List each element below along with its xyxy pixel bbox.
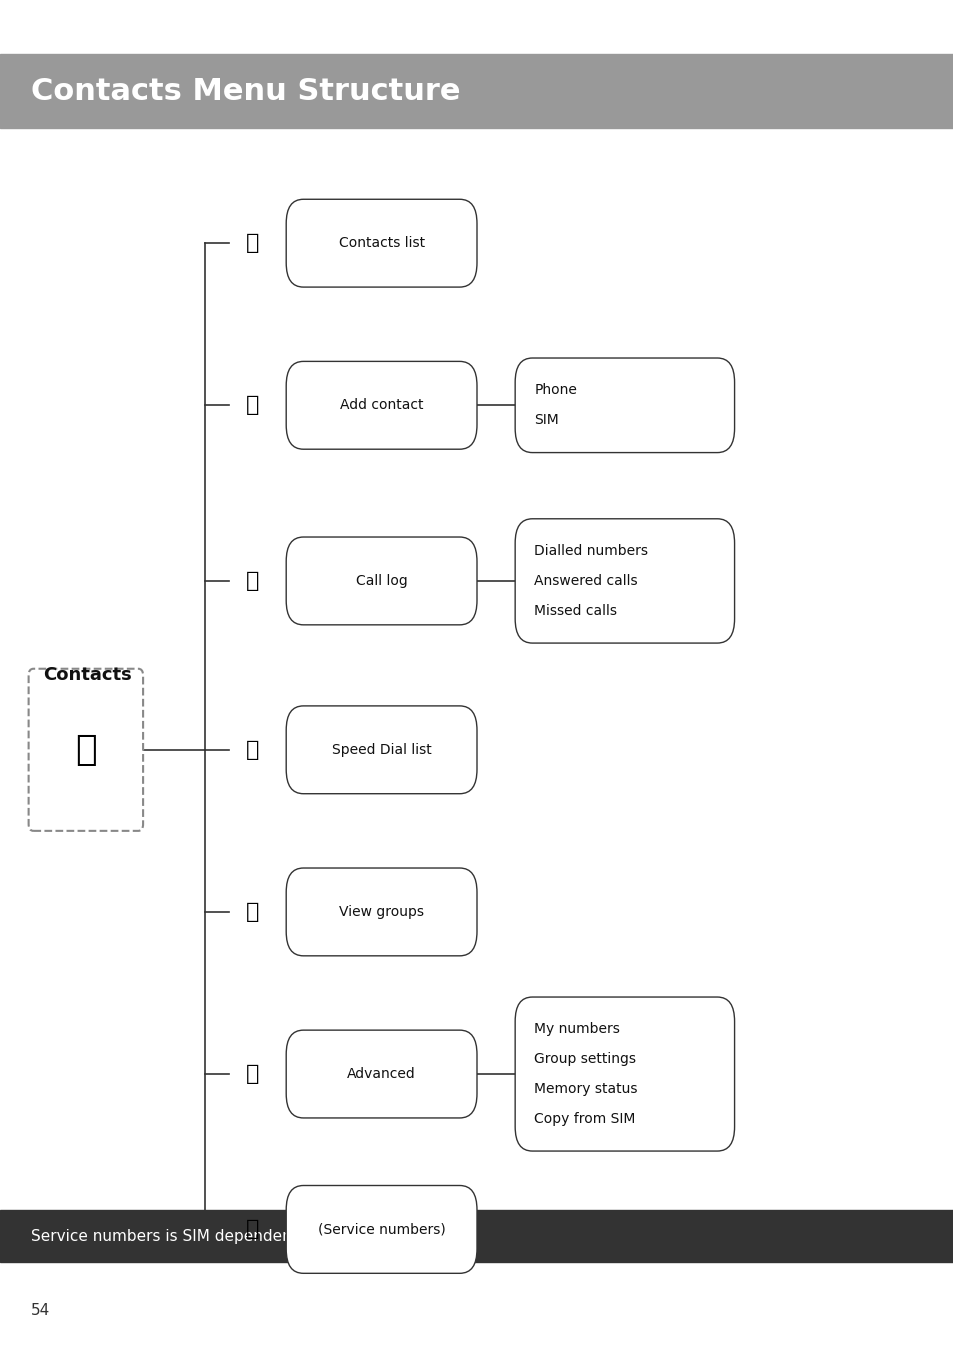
Bar [0, 54, 953, 128]
Text: Service numbers is SIM dependent (□).: Service numbers is SIM dependent (□). [30, 1228, 333, 1244]
Text: Advanced: Advanced [347, 1067, 416, 1081]
Text: Memory status: Memory status [534, 1082, 637, 1096]
Text: Contacts Menu Structure: Contacts Menu Structure [30, 77, 459, 105]
Text: Missed calls: Missed calls [534, 604, 617, 617]
Text: Dialled numbers: Dialled numbers [534, 544, 647, 558]
Text: Contacts list: Contacts list [338, 236, 424, 250]
FancyBboxPatch shape [286, 1029, 476, 1119]
FancyBboxPatch shape [286, 1186, 476, 1273]
FancyBboxPatch shape [286, 362, 476, 449]
Text: Call log: Call log [355, 574, 407, 588]
FancyBboxPatch shape [286, 200, 476, 288]
FancyBboxPatch shape [515, 997, 734, 1151]
FancyBboxPatch shape [286, 707, 476, 794]
Text: Answered calls: Answered calls [534, 574, 638, 588]
Text: 📦: 📦 [246, 1220, 259, 1239]
Text: 🔑: 🔑 [246, 1065, 259, 1084]
Text: View groups: View groups [338, 905, 424, 919]
Text: Contacts: Contacts [43, 666, 132, 685]
Text: Speed Dial list: Speed Dial list [332, 743, 431, 757]
Text: 📱: 📱 [246, 740, 259, 759]
Text: My numbers: My numbers [534, 1023, 619, 1036]
FancyBboxPatch shape [515, 519, 734, 643]
Bar [0, 1210, 953, 1262]
FancyBboxPatch shape [286, 869, 476, 957]
Text: Copy from SIM: Copy from SIM [534, 1112, 635, 1125]
Text: 👥: 👥 [246, 902, 259, 921]
Text: Group settings: Group settings [534, 1052, 636, 1066]
FancyBboxPatch shape [286, 536, 476, 624]
Text: Phone: Phone [534, 384, 577, 397]
Text: 54: 54 [30, 1302, 50, 1319]
Text: 👤: 👤 [246, 396, 259, 415]
Text: 📱: 📱 [246, 571, 259, 590]
Text: 👤: 👤 [246, 234, 259, 253]
Text: Add contact: Add contact [339, 399, 423, 412]
Text: SIM: SIM [534, 413, 558, 427]
FancyBboxPatch shape [29, 669, 143, 831]
FancyBboxPatch shape [515, 358, 734, 453]
Text: (Service numbers): (Service numbers) [317, 1223, 445, 1236]
Text: 📋: 📋 [75, 732, 96, 767]
